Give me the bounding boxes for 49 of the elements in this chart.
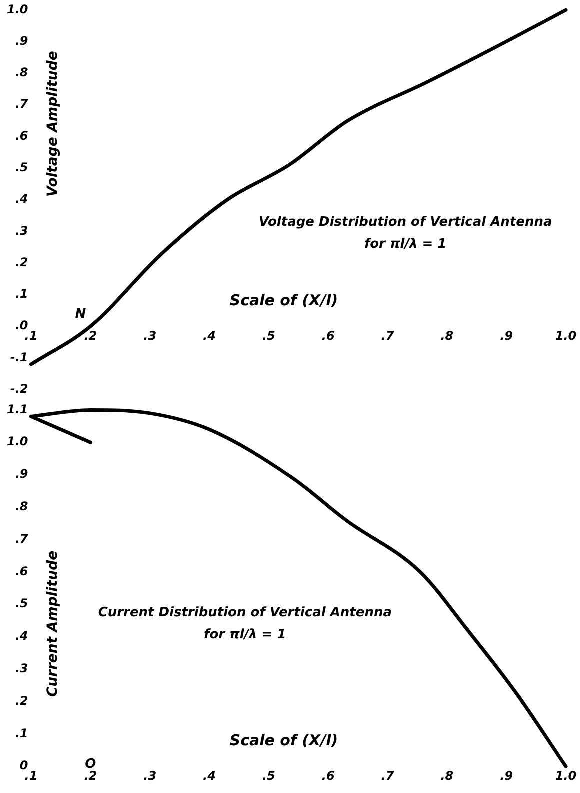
x-tick-label: .5 <box>262 768 276 783</box>
y-tick-label: -.2 <box>10 382 28 396</box>
y-tick-label: .2 <box>15 694 28 708</box>
y-tick-label: .9 <box>15 34 28 48</box>
y-tick-label: .7 <box>15 532 29 546</box>
x-tick-label: 1.0 <box>555 328 577 343</box>
y-tick-label: .8 <box>15 66 28 80</box>
y-tick-label: .8 <box>15 500 28 514</box>
y-tick-label: .3 <box>15 662 28 676</box>
y-tick-label: .1 <box>15 287 28 302</box>
x-tick-label: .8 <box>440 768 454 783</box>
y-tick-label: 1.0 <box>6 2 28 16</box>
x-tick-label: .5 <box>262 328 276 343</box>
y-tick-label: 1.0 <box>6 434 28 449</box>
text: for πl/λ = 1 <box>364 237 447 252</box>
text: Voltage Distribution of Vertical Antenna <box>258 215 552 230</box>
text: for πl/λ = 1 <box>204 628 286 643</box>
y-tick-label: .1 <box>15 726 28 740</box>
x-tick-label: .3 <box>144 328 157 343</box>
x-tick-label: 1.0 <box>555 768 577 783</box>
y-tick-label: -.1 <box>10 350 28 364</box>
y-tick-label: .7 <box>15 97 29 112</box>
x-tick-label: .9 <box>500 768 514 783</box>
y-axis-title: Current Amplitude <box>44 550 61 698</box>
annotation: N <box>75 306 86 322</box>
x-tick-label: .8 <box>440 328 454 343</box>
y-tick-label: .3 <box>15 224 28 238</box>
y-axis-title: Voltage Amplitude <box>44 51 61 198</box>
y-tick-label: .6 <box>15 564 28 578</box>
x-tick-label: .6 <box>322 768 335 783</box>
y-tick-label: .5 <box>15 160 28 174</box>
y-tick-label: .4 <box>15 629 28 644</box>
x-axis-title: Scale of (X/l) <box>230 291 338 310</box>
text: Current Distribution of Vertical Antenna <box>98 606 392 621</box>
x-tick-label: .4 <box>203 328 216 343</box>
x-tick-label: .4 <box>203 768 216 783</box>
y-tick-label: .2 <box>15 255 28 270</box>
y-tick-label: .4 <box>15 192 28 206</box>
x-tick-label: .6 <box>322 328 335 343</box>
x-tick-label: .9 <box>500 328 514 343</box>
x-tick-label: .7 <box>381 768 395 783</box>
x-tick-label: .7 <box>381 328 395 343</box>
y-tick-label: .6 <box>15 128 28 143</box>
y-tick-label: .5 <box>15 596 28 611</box>
x-tick-label: .3 <box>144 768 157 783</box>
x-axis-title: Scale of (X/l) <box>230 731 338 750</box>
y-tick-label: .9 <box>15 467 28 482</box>
x-tick-label: .2 <box>84 328 98 343</box>
y-tick-label: 1.1 <box>6 402 28 416</box>
